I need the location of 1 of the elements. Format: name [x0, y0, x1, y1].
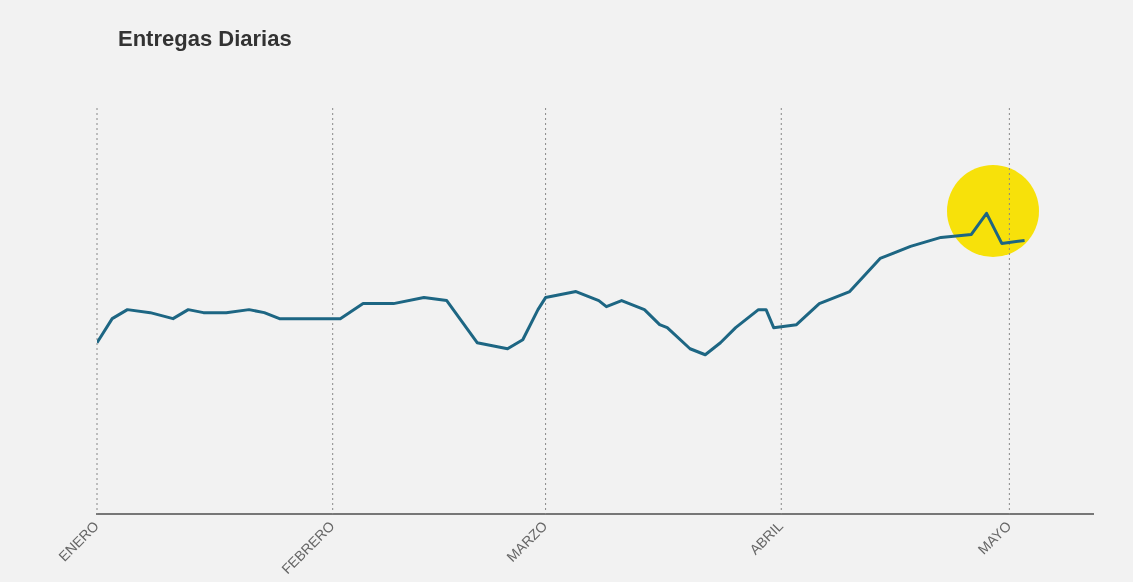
chart-title: Entregas Diarias — [118, 26, 292, 52]
